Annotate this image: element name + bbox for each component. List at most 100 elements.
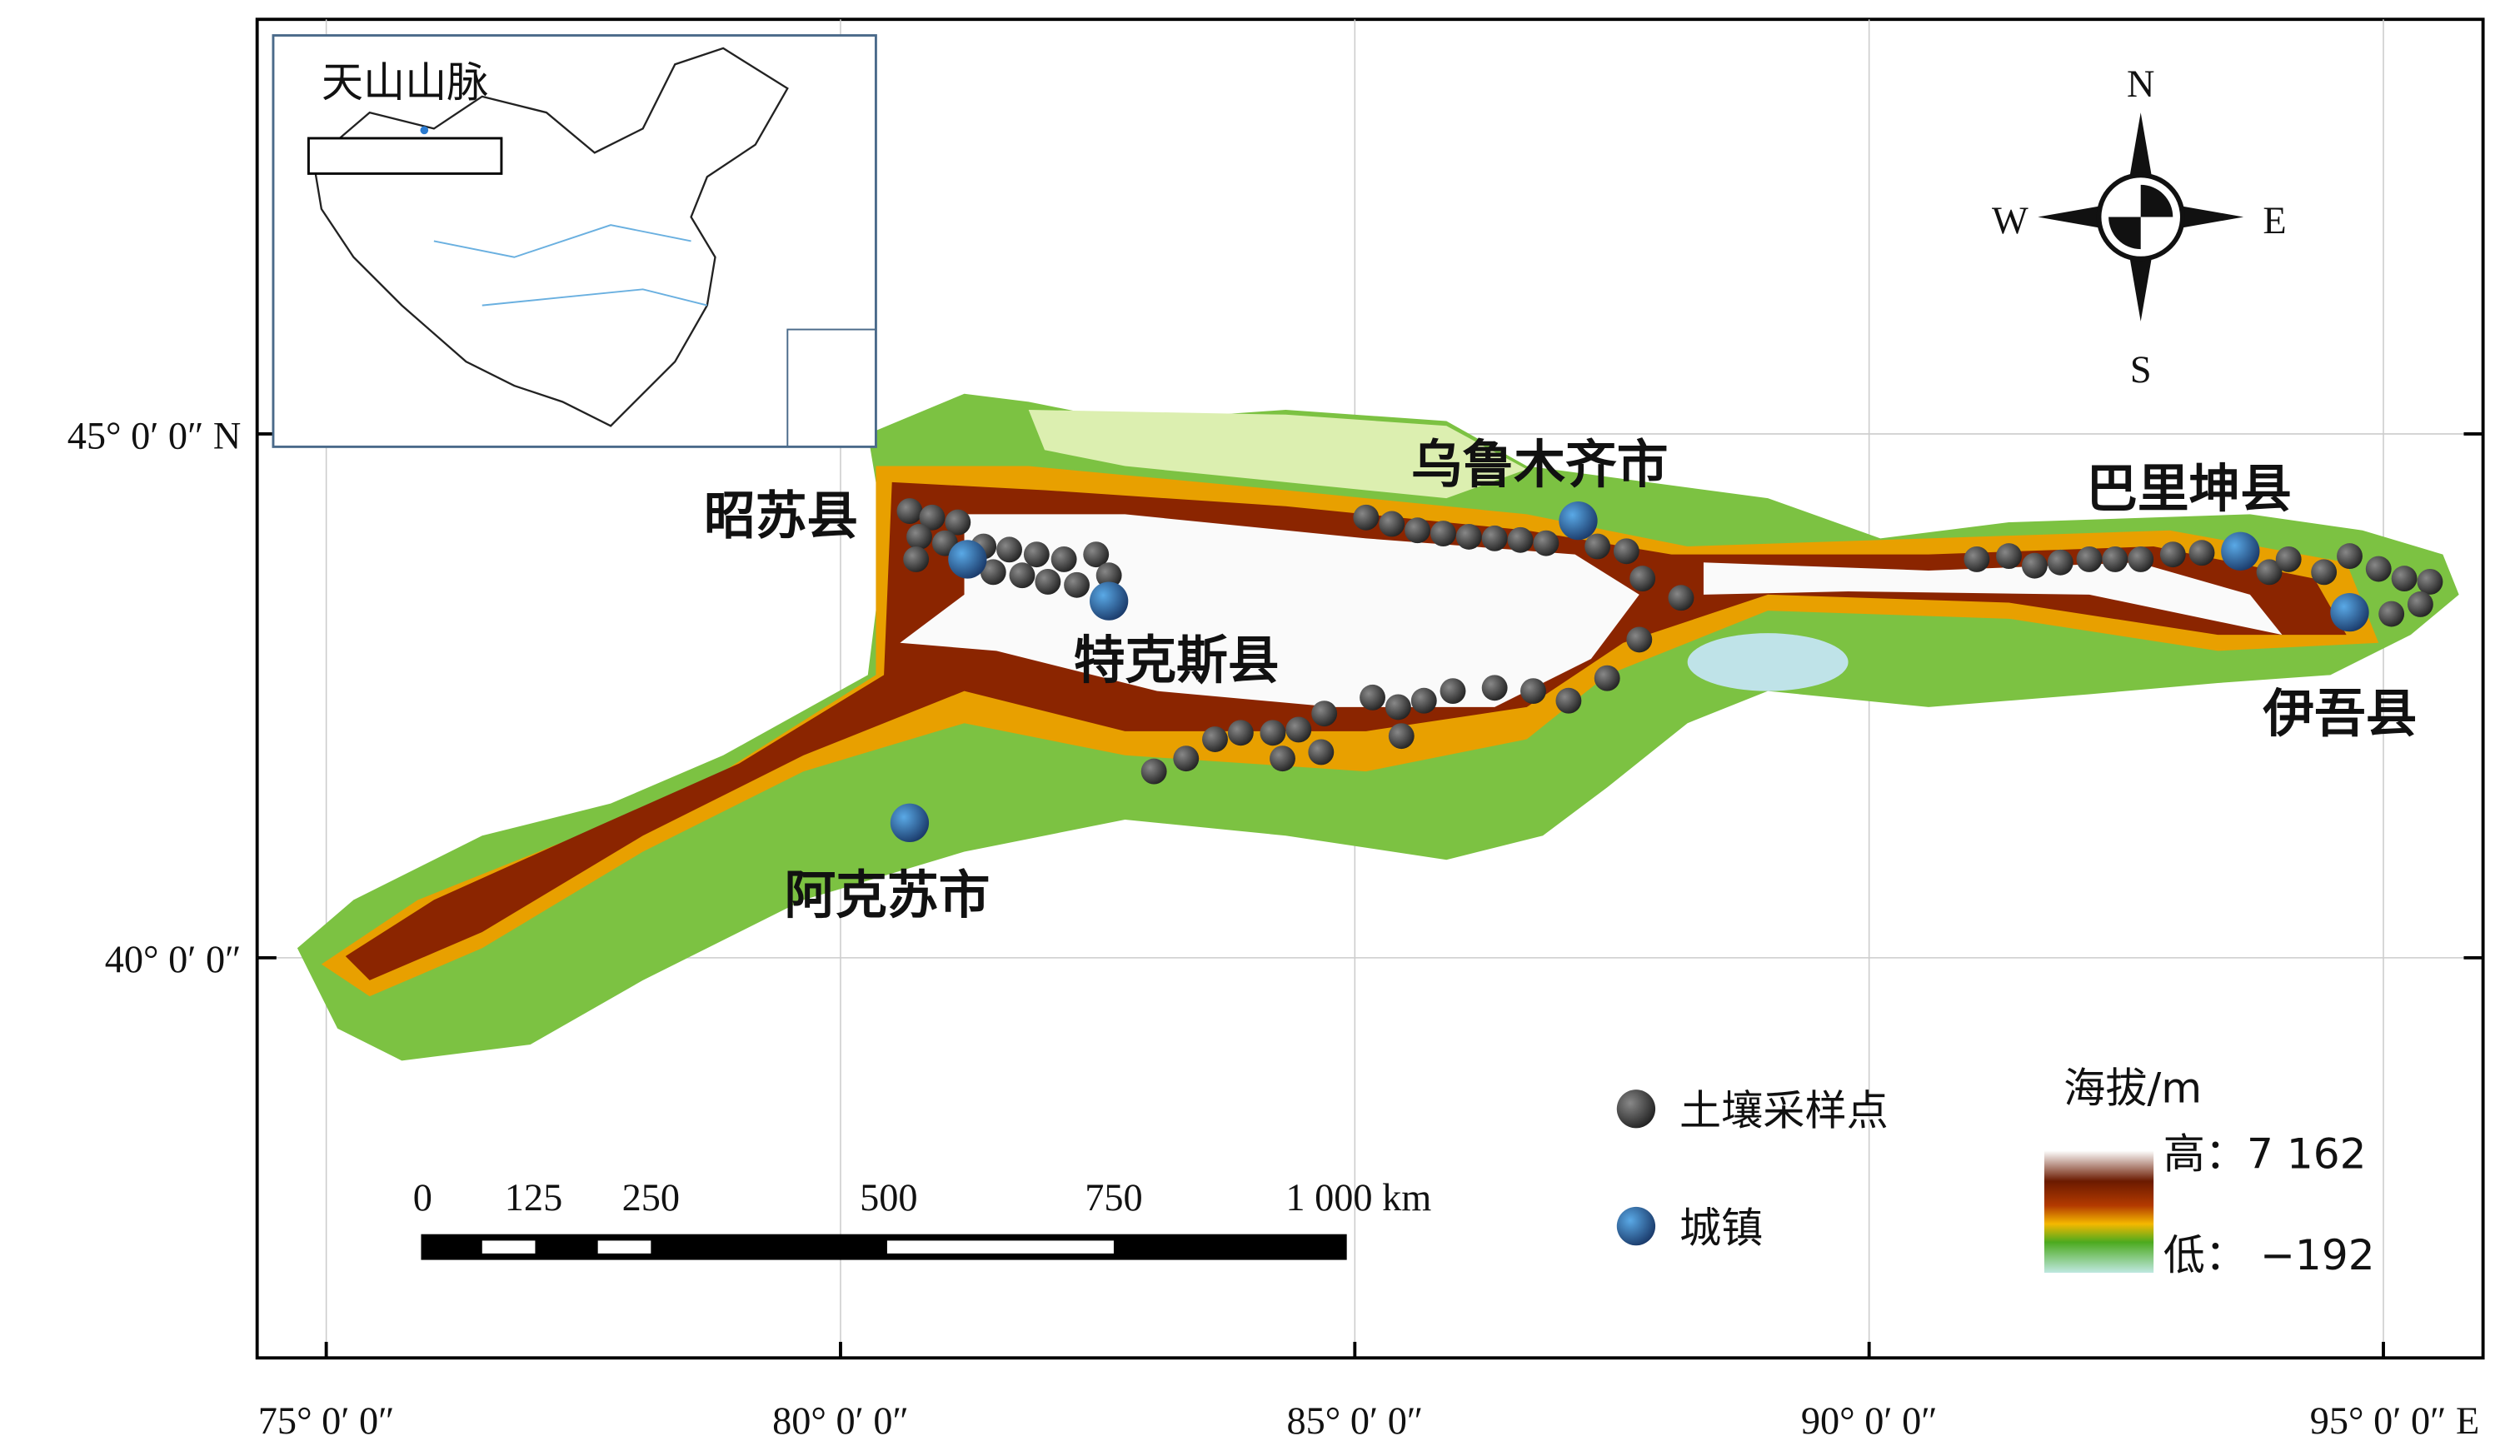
legend-elev-title: 海拔/m: [2063, 1064, 2202, 1113]
y-tick-label: 40° 0′ 0″: [105, 939, 242, 981]
sample-point: [1311, 701, 1338, 727]
sample-point: [1009, 562, 1035, 589]
sample-point: [2256, 559, 2283, 586]
scale-label: 250: [622, 1177, 680, 1219]
sample-point: [1405, 517, 1430, 544]
sample-point: [2102, 546, 2128, 572]
sample-point: [1095, 562, 1122, 589]
city-label: 伊吾县: [2262, 684, 2417, 744]
sample-point: [906, 523, 932, 550]
sample-point: [1440, 678, 1466, 705]
scale-label: 1 000 km: [1285, 1177, 1431, 1219]
sample-point: [1481, 675, 1508, 701]
sample-point: [1385, 694, 1411, 721]
compass-s: S: [2130, 349, 2152, 391]
city-labels: 昭苏县 特克斯县 乌鲁木齐市 巴里坤县 伊吾县 阿克苏市: [704, 435, 2417, 925]
sample-point: [2407, 591, 2433, 617]
sample-point: [945, 509, 971, 536]
scale-label: 750: [1085, 1177, 1142, 1219]
sample-point: [1481, 525, 1508, 551]
sample-point: [1202, 726, 1228, 752]
sample-point: [1430, 521, 1456, 546]
inset-map: 天山山脉: [272, 34, 877, 448]
sample-point: [1285, 716, 1312, 743]
sample-point: [2128, 546, 2154, 572]
legend-high: 高：7 162: [2163, 1129, 2367, 1179]
sample-point: [919, 504, 946, 531]
sample-point: [1227, 720, 1254, 746]
town-point: [1090, 581, 1129, 621]
legend-low: 低： −192: [2163, 1230, 2375, 1279]
sample-point: [1629, 566, 1656, 592]
y-tick-label: 45° 0′ 0″ N: [67, 415, 242, 457]
sample-point: [2275, 546, 2302, 572]
sample-point: [1035, 569, 1061, 595]
x-tick-label: 85° 0′ 0″: [1286, 1400, 1423, 1443]
inset-title: 天山山脉: [322, 57, 489, 107]
sample-point: [1533, 530, 1559, 556]
town-point: [890, 803, 930, 842]
sample-point: [1360, 684, 1385, 711]
sample-point: [1964, 546, 1990, 572]
sample-point: [1594, 665, 1620, 691]
scale-label: 0: [413, 1177, 432, 1219]
x-tick-label: 80° 0′ 0″: [772, 1400, 909, 1443]
sample-point: [1308, 739, 1335, 765]
sample-point: [1507, 526, 1534, 553]
legend-sample: 土壤采样点: [1679, 1086, 1889, 1135]
sample-point: [2021, 552, 2048, 579]
sample-point: [903, 546, 930, 572]
sample-point: [1173, 745, 1200, 772]
compass-e: E: [2263, 200, 2286, 242]
sample-point: [980, 559, 1006, 586]
sample-point: [1668, 585, 1694, 611]
sample-point: [1613, 538, 1639, 565]
sample-point: [1023, 541, 1050, 568]
compass-n: N: [2127, 63, 2154, 106]
sample-point: [2365, 556, 2392, 582]
sample-point: [1584, 533, 1611, 560]
legend: 土壤采样点 城镇 海拔/m 高：7 162 低： −192: [1616, 1064, 2375, 1279]
sample-points: [890, 498, 2443, 842]
sample-point: [1555, 687, 1582, 714]
sample-point: [1379, 511, 1405, 537]
sample-point: [1270, 745, 1295, 772]
city-label: 特克斯县: [1074, 631, 1280, 691]
town-point: [1559, 501, 1598, 541]
sample-point: [996, 536, 1022, 563]
x-tick-label: 95° 0′ 0″ E: [2310, 1400, 2480, 1443]
sample-point: [1140, 758, 1167, 785]
sample-point: [1064, 571, 1090, 598]
legend-town: 城镇: [1679, 1203, 1763, 1252]
scale-bar: 0 125 250 500 750 1 000 km: [413, 1177, 1431, 1260]
x-tick-label: 75° 0′ 0″: [258, 1400, 395, 1443]
sample-point: [1520, 678, 1546, 705]
sample-point: [2378, 601, 2405, 627]
sample-point: [896, 498, 923, 524]
sample-point: [2159, 541, 2186, 568]
scale-label: 125: [505, 1177, 562, 1219]
sample-point: [1996, 543, 2022, 570]
city-label: 乌鲁木齐市: [1411, 435, 1669, 495]
axis-labels: 75° 0′ 0″ 80° 0′ 0″ 85° 0′ 0″ 90° 0′ 0″ …: [67, 415, 2480, 1443]
sample-point: [1388, 723, 1415, 750]
sample-point: [2391, 566, 2418, 592]
sample-point: [1455, 523, 1482, 550]
sample-point: [1410, 687, 1437, 714]
sample-point: [2311, 559, 2338, 586]
compass-w: W: [1992, 200, 2028, 242]
city-label: 阿克苏市: [784, 865, 990, 925]
terrain: [297, 393, 2459, 1061]
sample-point: [1260, 720, 1286, 746]
sample-point: [1626, 626, 1653, 653]
compass: N E S W: [1992, 63, 2287, 391]
sample-point: [2188, 540, 2215, 566]
city-label: 巴里坤县: [2086, 459, 2292, 519]
sample-point: [1050, 546, 1077, 572]
x-tick-label: 90° 0′ 0″: [1801, 1400, 1938, 1443]
town-point: [2330, 592, 2369, 632]
sample-point: [2047, 549, 2073, 576]
scale-label: 500: [860, 1177, 917, 1219]
